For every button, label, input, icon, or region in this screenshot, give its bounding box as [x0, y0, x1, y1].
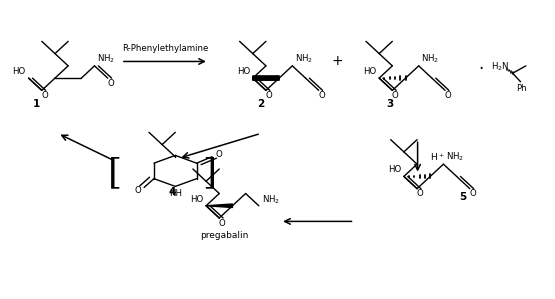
Text: O: O	[392, 91, 398, 100]
Text: 1: 1	[33, 99, 40, 109]
Text: HO: HO	[363, 67, 376, 76]
Text: O: O	[219, 219, 225, 228]
Text: O: O	[215, 150, 222, 159]
Text: +: +	[331, 54, 342, 68]
Text: HO: HO	[13, 67, 26, 76]
Text: O: O	[318, 91, 325, 100]
Text: NH$_2$: NH$_2$	[261, 193, 280, 205]
Text: R-Phenylethylamine: R-Phenylethylamine	[122, 44, 208, 53]
Text: pregabalin: pregabalin	[200, 231, 249, 240]
Polygon shape	[206, 204, 233, 208]
Text: O: O	[134, 187, 141, 196]
Text: O: O	[107, 79, 114, 88]
Text: NH: NH	[169, 189, 182, 198]
Text: O: O	[416, 190, 423, 199]
Text: 2: 2	[257, 99, 264, 109]
Text: HO: HO	[190, 195, 203, 204]
Text: O: O	[469, 190, 476, 199]
Text: NH$_2$: NH$_2$	[446, 151, 464, 163]
Text: O: O	[265, 91, 272, 100]
Text: H$_2$N: H$_2$N	[491, 60, 509, 73]
Text: NH$_2$: NH$_2$	[295, 53, 313, 65]
Text: NH$_2$: NH$_2$	[421, 53, 440, 65]
Text: HO: HO	[388, 165, 401, 174]
Text: 4: 4	[169, 187, 176, 197]
Text: O: O	[41, 91, 48, 100]
Text: 5: 5	[460, 193, 467, 202]
Text: O: O	[445, 91, 451, 100]
Text: NH$_2$: NH$_2$	[97, 52, 115, 65]
Text: Ph: Ph	[517, 84, 527, 93]
Polygon shape	[253, 76, 279, 80]
Text: ]: ]	[202, 156, 216, 190]
Text: 3: 3	[386, 99, 393, 109]
Text: HO: HO	[237, 67, 250, 76]
Text: ·: ·	[478, 60, 483, 78]
Text: H$^+$: H$^+$	[430, 151, 445, 163]
Text: [: [	[108, 156, 123, 190]
